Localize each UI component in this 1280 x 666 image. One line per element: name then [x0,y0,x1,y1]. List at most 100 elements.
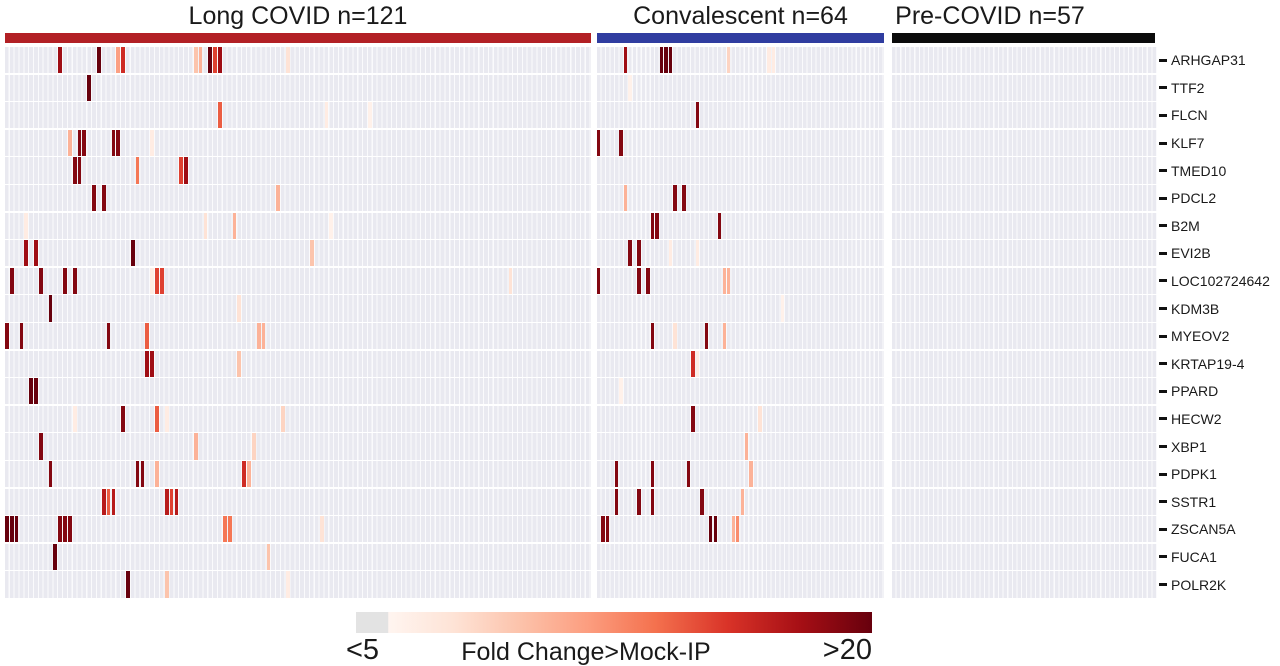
row-label: KLF7 [1171,135,1205,151]
heatmap-row-strip [597,433,884,460]
heatmap-cell [101,185,106,212]
heatmap-cell [261,323,266,350]
heatmap-row-strip [597,295,884,322]
heatmap-cell [232,212,237,239]
group-title-pre-covid: Pre-COVID n=57 [895,2,1085,30]
heatmap-row-strip [892,543,1157,571]
heatmap-row-strip [597,516,884,543]
row-tick [1159,224,1167,228]
heatmap-cell [668,240,673,267]
heatmap-cell [722,267,726,295]
heatmap-row-strip [5,433,591,460]
heatmap-cell [646,267,650,295]
row-label: PDCL2 [1171,190,1217,207]
heatmap-cell [106,323,111,350]
heatmap-cell [736,516,740,543]
heatmap-cell [5,516,9,543]
row-label: KDM3B [1171,300,1220,317]
heatmap-cell [184,157,188,184]
heatmap-row-strip [597,102,884,129]
heatmap-cell [691,350,695,377]
heatmap-cell [686,461,691,488]
heatmap-row-strip [597,405,884,433]
heatmap-cell [713,516,717,543]
heatmap-cell [664,47,668,74]
colorbar [356,612,872,633]
heatmap-row-strip [5,157,591,184]
heatmap-row-strip [597,571,884,598]
row-label: TTF2 [1171,79,1205,96]
heatmap-row-strip [5,323,591,350]
heatmap-cell [9,516,14,543]
heatmap-row-strip [892,185,1157,212]
heatmap-cell [169,488,174,515]
heatmap-cell [198,47,203,74]
row-tick [1159,141,1167,145]
row-tick [1159,251,1167,255]
heatmap-cell [601,516,605,543]
row-label: TMED10 [1171,162,1227,179]
heatmap-cell [727,267,731,295]
heatmap-cell [140,461,145,488]
row-label: ZSCAN5A [1171,521,1236,538]
group-header-bar-pre-covid [892,33,1155,43]
heatmap-cell [121,405,125,433]
heatmap-cell [655,212,659,239]
heatmap-cell [242,461,247,488]
heatmap-cell [650,323,655,350]
heatmap-row-strip [892,571,1157,598]
heatmap-cell [164,571,169,598]
heatmap-cell [597,267,601,295]
heatmap-cell [727,47,731,74]
heatmap-cell [150,350,155,377]
heatmap-cell [29,378,33,405]
heatmap-row-strip [597,488,884,515]
row-label: EVI2B [1171,245,1211,262]
heatmap-row-strip [597,240,884,267]
heatmap-cell [5,323,9,350]
row-tick [1159,527,1167,531]
row-label: POLR2K [1171,576,1227,593]
heatmap-cell [704,323,708,350]
heatmap-row-strip [597,129,884,157]
heatmap-cell [722,323,726,350]
heatmap-cell [19,323,24,350]
heatmap-cell [126,571,130,598]
heatmap-cell [628,240,632,267]
row-label: PPARD [1171,383,1219,400]
heatmap-cell [111,488,116,515]
row-tick [1159,362,1167,366]
heatmap-cell [597,129,601,157]
heatmap-cell [695,102,700,129]
heatmap-cell [623,185,628,212]
row-label: XBP1 [1171,438,1207,455]
heatmap-row-strip [892,267,1157,295]
heatmap-cell [77,157,82,184]
group-title-long-covid: Long COVID n=121 [188,2,408,30]
heatmap-cell [135,157,140,184]
heatmap-row-strip [892,129,1157,157]
heatmap-cell [34,378,38,405]
heatmap-row-strip [597,212,884,239]
row-label: FLCN [1171,107,1208,124]
heatmap-cell [227,516,232,543]
heatmap-cell [744,433,749,460]
heatmap-cell [38,267,43,295]
heatmap-cell [87,74,92,101]
heatmap-cell [38,433,43,460]
heatmap-cell [650,212,655,239]
row-tick [1159,555,1167,559]
heatmap-row-strip [5,543,591,571]
heatmap-cell [329,212,334,239]
group-header-bar-convalescent [597,33,884,43]
row-tick [1159,307,1167,310]
heatmap-row-strip [5,295,591,322]
heatmap-cell [691,405,695,433]
row-tick [1159,583,1167,586]
heatmap-row-strip [5,516,591,543]
heatmap-cell [251,433,256,460]
heatmap-cell [771,47,776,74]
heatmap-row-strip [5,267,591,295]
heatmap-row-strip [892,378,1157,405]
